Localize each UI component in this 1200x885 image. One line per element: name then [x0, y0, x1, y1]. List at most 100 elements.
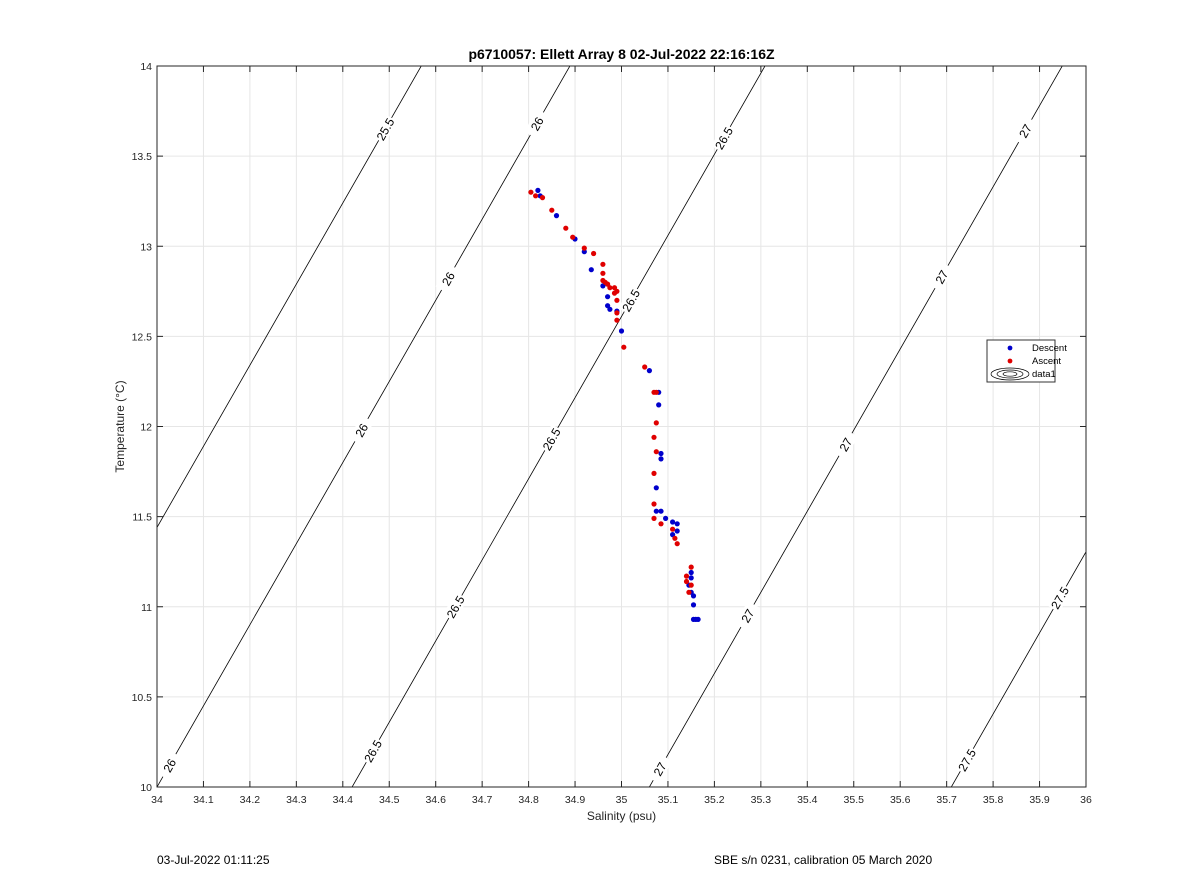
data-point-descent — [670, 519, 676, 525]
y-axis-label: Temperature (°C) — [113, 380, 127, 472]
y-tick-label: 13.5 — [132, 151, 153, 163]
data-point-descent — [646, 368, 653, 374]
y-tick-label: 11 — [141, 602, 152, 614]
contour-line-27 — [648, 66, 1063, 787]
data-point-ascent — [528, 189, 534, 195]
contour-label: 27 — [837, 435, 856, 454]
contour-line-25-5 — [157, 66, 422, 529]
contour-label: 27 — [651, 760, 670, 779]
density-contours: 25.52626262626.526.526.526.526.527272727… — [157, 66, 1086, 787]
x-tick-label: 35.2 — [704, 794, 725, 806]
x-tick-label: 35.9 — [1029, 794, 1050, 806]
data-point-ascent — [674, 541, 680, 547]
data-point-ascent — [651, 501, 657, 507]
data-point-descent — [658, 508, 664, 514]
data-point-descent — [690, 593, 697, 599]
contour-label: 26 — [528, 114, 547, 133]
data-point-descent — [695, 616, 701, 623]
contour-label: 27 — [1016, 122, 1035, 141]
data-point-descent — [607, 306, 613, 312]
legend: Descent Ascent data1 — [986, 339, 1067, 383]
data-point-ascent — [683, 573, 690, 579]
x-tick-label: 34.4 — [333, 794, 354, 806]
data-point-ascent — [651, 434, 657, 440]
data-point-descent — [674, 521, 680, 527]
contour-line-26-5 — [351, 66, 766, 787]
x-tick-label: 35.8 — [983, 794, 1004, 806]
data-point-descent — [690, 602, 697, 608]
legend-label-descent: Descent — [1032, 343, 1067, 354]
data-point-ascent — [670, 526, 676, 532]
data-point-ascent — [539, 195, 546, 201]
legend-label-ascent: Ascent — [1032, 356, 1061, 367]
contour-legend-icon — [990, 367, 1030, 381]
data-point-ascent — [653, 389, 659, 395]
contour-label: 26 — [160, 756, 179, 775]
x-tick-label: 35 — [616, 794, 628, 806]
axis-ticks: 34 34.1 34.2 34.3 34.4 34.5 34.6 34.7 34.8 34.9 35… — [132, 61, 1092, 806]
x-tick-label: 34.5 — [379, 794, 400, 806]
legend-marker-ascent — [1007, 358, 1013, 364]
data-point-ascent — [651, 470, 657, 476]
y-tick-label: 11.5 — [132, 512, 152, 524]
data-point-descent — [674, 528, 680, 534]
data-point-ascent — [607, 285, 613, 291]
data-point-descent — [688, 569, 694, 576]
footer-timestamp: 03-Jul-2022 01:11:25 — [157, 853, 270, 867]
y-tick-label: 10.5 — [132, 692, 153, 704]
data-point-descent — [653, 485, 659, 491]
footer-calibration: SBE s/n 0231, calibration 05 March 2020 — [714, 853, 933, 867]
y-tick-label: 13 — [140, 241, 152, 253]
contour-label: 26 — [352, 421, 371, 440]
y-tick-label: 12 — [140, 422, 152, 434]
x-tick-label: 34.3 — [286, 794, 307, 806]
data-point-ascent — [611, 290, 618, 296]
x-tick-label: 34.1 — [193, 794, 214, 806]
data-point-descent — [535, 187, 541, 193]
x-tick-label: 34.7 — [472, 794, 493, 806]
data-point-ascent — [672, 535, 678, 541]
data-point-descent — [688, 575, 694, 581]
data-point-ascent — [563, 225, 569, 231]
x-tick-label: 34 — [151, 794, 163, 806]
data-point-ascent — [651, 515, 657, 522]
legend-marker-descent — [1007, 345, 1013, 351]
x-tick-label: 36 — [1080, 794, 1092, 806]
legend-label-data1: data1 — [1032, 369, 1056, 380]
y-tick-label: 14 — [140, 61, 152, 73]
contour-label: 27 — [933, 268, 952, 287]
data-point-ascent — [533, 193, 539, 199]
contour-line-27-5 — [950, 550, 1086, 787]
x-tick-label: 35.5 — [844, 794, 865, 806]
y-tick-label: 10 — [140, 782, 152, 794]
data-point-descent — [588, 267, 594, 273]
data-point-ascent — [683, 578, 690, 585]
grid-lines — [156, 65, 1087, 788]
data-point-ascent — [653, 420, 659, 426]
data-point-ascent — [614, 310, 620, 316]
x-tick-label: 35.3 — [751, 794, 772, 806]
x-axis-label: Salinity (psu) — [587, 809, 656, 823]
data-point-ascent — [614, 317, 620, 323]
data-point-ascent — [570, 234, 576, 240]
data-point-ascent — [688, 564, 694, 570]
data-point-ascent — [600, 261, 606, 267]
x-tick-label: 35.1 — [658, 794, 679, 806]
x-tick-label: 35.4 — [797, 794, 818, 806]
data-point-ascent — [600, 270, 606, 276]
data-point-ascent — [581, 245, 587, 251]
data-point-ascent — [549, 207, 555, 213]
data-points — [528, 187, 701, 623]
data-point-descent — [605, 294, 611, 300]
data-point-ascent — [653, 449, 659, 455]
y-tick-label: 12.5 — [132, 331, 153, 343]
chart-title: p6710057: Ellett Array 8 02-Jul-2022 22:… — [468, 46, 775, 62]
data-point-ascent — [591, 250, 597, 257]
data-point-descent — [663, 515, 669, 522]
x-tick-label: 35.7 — [936, 794, 957, 806]
data-point-descent — [658, 456, 664, 462]
data-point-descent — [553, 213, 560, 219]
legend-box — [986, 339, 1056, 383]
x-tick-label: 34.6 — [425, 794, 446, 806]
